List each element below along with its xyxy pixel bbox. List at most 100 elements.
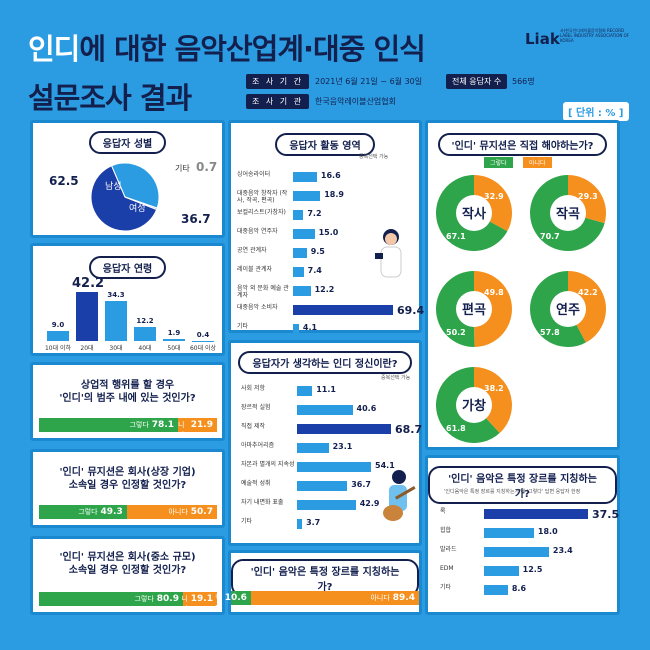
- age-category-label: 30대: [109, 345, 123, 352]
- split-yes-segment: 그렇다 10.6: [215, 584, 251, 612]
- gender-title: 응답자 성별: [88, 131, 167, 154]
- bar-category-label: 대중음악 창작자 (작사, 작곡, 편곡): [237, 190, 288, 204]
- self-made-legend-no: 아니다: [523, 157, 552, 168]
- age-title: 응답자 연령: [88, 256, 167, 279]
- commercial-title-2: '인디'의 범주 내에 있는 것인가?: [59, 393, 196, 404]
- bar: [297, 386, 313, 396]
- bar-value-label: 9.5: [310, 247, 325, 256]
- unit-label: [ 단위 : % ]: [563, 102, 629, 121]
- bar-category-label: 예술적 성취: [241, 480, 271, 487]
- bar: [484, 566, 519, 576]
- split-yes-label: 그렇다: [129, 421, 149, 429]
- bar: [297, 519, 303, 529]
- bar-value-label: 15.0: [318, 228, 339, 237]
- spirit-panel: 응답자가 생각하는 인디 정신이란? 중복선택 가능 사회 저항 11.1 장르적 …: [228, 340, 422, 546]
- donut-category-label: 연주: [556, 303, 580, 318]
- big-company-title-1: '인디' 뮤지션은 회사(상장 기업): [59, 467, 196, 478]
- age-category-label: 10대 이하: [44, 345, 72, 352]
- bar: [293, 305, 393, 315]
- age-value-label: 0.4: [196, 330, 210, 339]
- bar: [297, 424, 391, 434]
- self-made-donuts: 작사 67.1 32.9 작곡 70.7 29.3 편곡 50.2 49.8 연주 57.8 42.2…: [436, 175, 606, 443]
- donut-no-value: 42.2: [578, 288, 598, 297]
- split-no-label: 아니다: [370, 594, 390, 602]
- donut-hole: [456, 195, 492, 231]
- age-chart: 9.0 10대 이하 42.2 20대 34.3 30대 12.2 40대 1.9 50대 0.4 6…: [33, 246, 222, 353]
- bar-category-label: 공연 관계자: [237, 247, 267, 254]
- age-bar: [105, 301, 127, 341]
- split-no-value: 50.7: [190, 507, 213, 517]
- bar-value-label: 42.9: [359, 499, 380, 508]
- genre-which-note: '인디음악은 특정 장르를 지칭하는가'에 '그렇다' 답변 응답자 한정: [444, 489, 581, 495]
- split-no-value: 21.9: [190, 420, 213, 430]
- split-no-label: 아니다: [168, 508, 188, 516]
- bar-value-label: 18.9: [324, 190, 344, 199]
- bar-category-label: 아마추어리즘: [241, 442, 275, 449]
- donut-no-value: 32.9: [484, 192, 504, 201]
- donut-hole: [550, 291, 586, 327]
- bar-value-label: 68.7: [395, 423, 423, 436]
- bar: [297, 462, 372, 472]
- age-panel: 응답자 연령 9.0 10대 이하 42.2 20대 34.3 30대 12.2 40대 1.9…: [30, 243, 225, 356]
- bar-category-label: 사회 저항: [241, 385, 265, 392]
- donut-category-label: 작곡: [556, 206, 580, 222]
- bar: [293, 210, 304, 220]
- period-label: 조 사 기 간: [246, 74, 310, 89]
- bar-category-label: 기타: [241, 518, 253, 525]
- donut-no-slice: [474, 271, 513, 347]
- donut-hole: [550, 195, 586, 231]
- bar-category-label: 대중음악 소비자: [237, 304, 278, 311]
- split-yes-label: 그렇다: [78, 508, 98, 516]
- bar: [293, 286, 311, 296]
- bar-value-label: 37.5: [592, 508, 620, 521]
- donut-hole: [456, 387, 492, 423]
- bar-category-label: 직접 제작: [241, 423, 265, 430]
- donut-yes-value: 57.8: [540, 328, 560, 337]
- commercial-title-1: 상업적 행위를 할 경우: [80, 380, 175, 391]
- donut-category-label: 가창: [462, 398, 486, 414]
- bar-value-label: 4.1: [302, 323, 318, 332]
- age-bar: [47, 330, 69, 341]
- title-highlight: 인디: [28, 32, 80, 66]
- bar-value-label: 23.4: [552, 546, 573, 555]
- bar: [297, 500, 356, 510]
- age-category-label: 50대: [167, 345, 181, 352]
- age-category-label: 40대: [138, 345, 152, 352]
- bar: [293, 191, 321, 201]
- bar-value-label: 3.7: [306, 518, 321, 527]
- total-value: 566명: [512, 77, 535, 86]
- donut-no-slice: [568, 271, 606, 343]
- split-no-segment: 아니다 50.7: [126, 505, 217, 519]
- split-yes-value: 78.1: [151, 420, 175, 430]
- gender-other-value: 0.7: [196, 160, 217, 174]
- activity-title: 응답자 활동 영역: [275, 133, 375, 156]
- gender-panel: 응답자 성별 62.5 36.7 기타 0.7 남성 여성: [30, 120, 225, 238]
- bar-category-label: 자기 내면화 표출: [241, 499, 284, 506]
- split-no-segment: 아니다 21.9: [178, 411, 217, 439]
- split-no-segment: 아니다 19.1: [181, 585, 217, 613]
- bar-value-label: 12.2: [314, 285, 335, 294]
- small-company-title-2: 소속일 경우 인정할 것인가?: [68, 565, 187, 576]
- bar-category-label: 싱어송라이터: [237, 171, 271, 178]
- bar-value-label: 16.6: [320, 171, 341, 180]
- bar: [293, 267, 304, 277]
- bar: [297, 443, 329, 453]
- split-no-value: 19.1: [190, 594, 213, 604]
- bar-value-label: 36.7: [351, 480, 371, 489]
- bar-value-label: 12.5: [522, 565, 543, 574]
- split-yes-value: 49.3: [100, 507, 123, 517]
- genre-which-chart: 록 37.5 힙합 18.0 발라드 23.4 EDM 12.5 기타 8.6: [428, 458, 620, 612]
- gender-other-label: 기타: [175, 164, 190, 173]
- bar-value-label: 23.1: [332, 442, 353, 451]
- bar-value-label: 40.6: [356, 404, 377, 413]
- bar-category-label: 발라드: [440, 546, 457, 553]
- self-made-panel: '인디' 뮤지션은 직접 해야하는가? 그렇다 아니다 작사 67.1 32.9 작곡…: [425, 120, 620, 450]
- self-made-legend-yes: 그렇다: [484, 157, 513, 168]
- bar: [484, 585, 508, 595]
- donut-yes-value: 61.8: [446, 424, 466, 433]
- bar-category-label: 보컬리스트(가창자): [237, 209, 286, 216]
- bar-category-label: 기타: [440, 584, 452, 591]
- org-value: 한국음악레이블산업협회: [315, 97, 396, 106]
- gender-pie: 62.5 36.7 기타 0.7 남성 여성: [49, 160, 217, 232]
- bar-category-label: 장르적 실험: [241, 404, 271, 411]
